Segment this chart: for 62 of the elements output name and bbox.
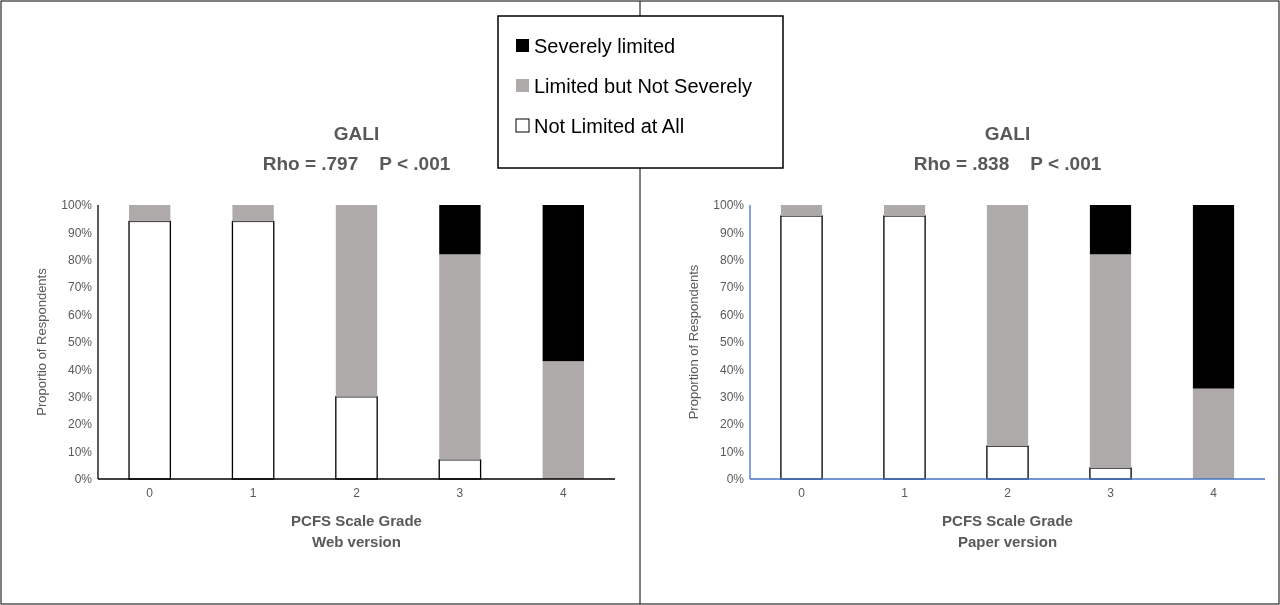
- x-axis-title: PCFS Scale Grade: [942, 512, 1073, 529]
- legend-label: Limited but Not Severely: [534, 75, 752, 97]
- y-tick-label: 60%: [67, 307, 93, 322]
- y-tick-label: 40%: [67, 362, 93, 377]
- y-tick-label: 20%: [67, 417, 93, 432]
- y-axis-title: Proportio of Respondents: [34, 267, 49, 416]
- legend-label: Not Limited at All: [534, 115, 685, 137]
- x-tick-label: 4: [559, 486, 567, 500]
- bar: [129, 205, 171, 222]
- x-tick-label: 1: [249, 486, 257, 500]
- x-tick-label: 0: [798, 486, 806, 500]
- y-tick-label: 0%: [726, 472, 745, 487]
- bar: [1192, 205, 1235, 389]
- x-tick-label: 4: [1210, 486, 1218, 500]
- y-tick-label: 20%: [719, 417, 745, 432]
- bar: [335, 205, 378, 397]
- y-tick-label: 90%: [67, 225, 93, 240]
- y-tick-label: 100%: [61, 198, 93, 213]
- bar: [232, 205, 274, 222]
- chart-subtitle: Rho = .797 P < .001: [262, 153, 451, 174]
- y-tick-label: 30%: [719, 390, 745, 404]
- bar: [986, 205, 1029, 447]
- y-tick-label: 40%: [719, 362, 745, 377]
- x-tick-label: 3: [1107, 486, 1115, 500]
- y-tick-label: 100%: [713, 198, 745, 213]
- x-tick-label: 0: [146, 486, 154, 500]
- y-axis-title: Proportion of Respondents: [686, 264, 701, 420]
- text: Web version: [312, 533, 401, 550]
- chart-subtitle: Rho = .838 P < .001: [913, 153, 1102, 174]
- y-tick-label: 10%: [67, 444, 93, 459]
- bar: [883, 205, 926, 216]
- text: Paper version: [957, 533, 1058, 550]
- bar: [780, 215, 823, 480]
- bar: [780, 205, 823, 216]
- bar: [1192, 388, 1235, 479]
- y-tick-label: 80%: [719, 253, 745, 267]
- x-tick-label: 1: [901, 486, 909, 500]
- chart-title: GALI: [984, 123, 1031, 144]
- chart-title: GALI: [333, 123, 380, 144]
- x-axis-title: PCFS Scale Grade: [291, 512, 422, 529]
- y-tick-label: 10%: [719, 444, 745, 459]
- y-tick-label: 80%: [67, 253, 93, 267]
- bar: [542, 205, 584, 362]
- x-tick-label: 3: [456, 486, 464, 500]
- bar: [986, 445, 1029, 480]
- y-tick-label: 70%: [719, 280, 745, 295]
- y-tick-label: 50%: [719, 335, 745, 350]
- y-tick-label: 90%: [719, 225, 745, 240]
- bar: [1089, 205, 1132, 255]
- y-tick-label: 0%: [74, 472, 93, 487]
- x-tick-label: 2: [353, 486, 361, 500]
- bar: [439, 205, 481, 255]
- legend-label: Severely limited: [534, 35, 676, 57]
- x-tick-label: 2: [1004, 486, 1012, 500]
- bar: [883, 215, 926, 480]
- bar: [1089, 254, 1132, 469]
- y-tick-label: 30%: [67, 390, 93, 404]
- y-tick-label: 60%: [719, 307, 745, 322]
- y-tick-label: 70%: [67, 280, 93, 295]
- bar: [439, 254, 481, 460]
- y-tick-label: 50%: [67, 335, 93, 350]
- bar: [542, 361, 584, 479]
